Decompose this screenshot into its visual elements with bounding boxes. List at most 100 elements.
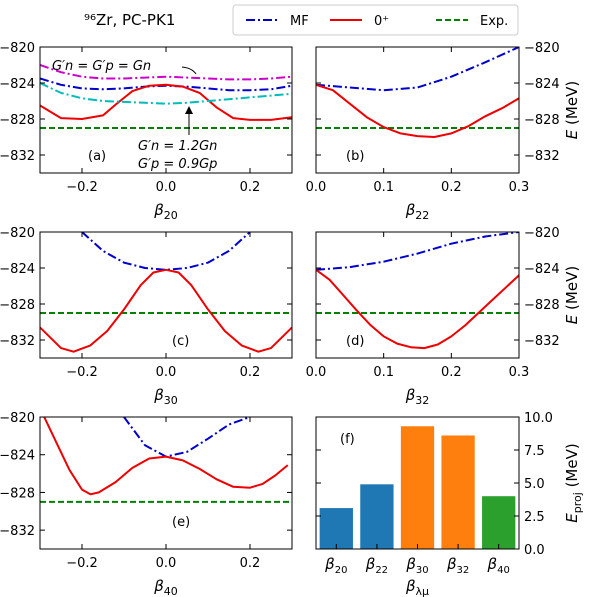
annotation-arrow [181, 66, 197, 75]
panel-label: (c) [172, 334, 189, 349]
legend-label-0: MF [290, 14, 309, 29]
axes-frame [315, 46, 520, 174]
x-tick-label: β30 [405, 555, 428, 576]
y-tick-label: −820 [0, 41, 35, 56]
panel-label: (b) [346, 149, 364, 164]
panel-label: (d) [346, 334, 364, 349]
annotation-text: G′n = G′p = Gn [52, 59, 151, 74]
y-tick-label: 7.5 [524, 444, 545, 459]
axes-frame [39, 46, 293, 174]
y-tick-label: −832 [524, 334, 560, 349]
x-tick-label: 0.1 [373, 365, 394, 380]
series-line-1 [40, 83, 292, 121]
y-tick-label: −828 [524, 113, 560, 128]
x-tick-label: 0.2 [240, 180, 261, 195]
y-tick-label: 0.0 [524, 543, 545, 558]
x-axis-label: β32 [405, 386, 430, 407]
bar-β30 [400, 426, 435, 549]
y-tick-label: −820 [524, 41, 560, 56]
x-tick-label: 0.3 [509, 365, 530, 380]
x-tick-label: −0.2 [66, 180, 98, 195]
series-line-1 [43, 417, 289, 496]
legend-label-1: 0⁺ [374, 14, 389, 29]
annotation-text: G′n = 1.2Gn [138, 139, 217, 154]
y-axis-label: E (MeV) [563, 266, 581, 324]
x-tick-label: 0.2 [441, 365, 462, 380]
x-tick-label: β40 [487, 555, 510, 576]
x-tick-label: 0.0 [156, 365, 177, 380]
legend: MF 0⁺ Exp. [232, 4, 519, 36]
x-axis-label: β20 [153, 201, 178, 222]
series-line-0 [81, 232, 251, 271]
y-tick-label: −828 [524, 298, 560, 313]
series-line-1 [316, 268, 519, 350]
x-tick-label: 0.0 [306, 180, 327, 195]
y-tick-label: −832 [0, 149, 35, 164]
y-tick-label: −824 [524, 262, 560, 277]
x-tick-label: β22 [365, 555, 388, 576]
y-tick-label: −824 [0, 77, 35, 92]
series-line-1 [40, 268, 292, 353]
panel-3: 0.0 0.1 0.2 0.3 −820 −824 −828 −832 β32 E (MeV) (d… [306, 226, 581, 407]
y-tick-label: −820 [0, 226, 35, 241]
y-tick-label: −832 [0, 524, 35, 539]
y-axis-label: Eproj (MeV) [563, 443, 584, 522]
x-tick-label: 0.0 [306, 365, 327, 380]
x-tick-label: 0.2 [441, 180, 462, 195]
x-axis-label: β22 [405, 201, 430, 222]
x-axis-label: β30 [153, 386, 178, 407]
x-tick-label: 0.2 [240, 365, 261, 380]
y-tick-label: −820 [0, 411, 35, 426]
plot-area-3 [316, 232, 519, 350]
series-line-0 [316, 47, 519, 92]
series-line-0 [316, 232, 519, 271]
legend-frame [232, 4, 519, 36]
panel-5: β20 β22 β30 β32 β40 0.0 2.5 5.0 7.5 10.0 βλμ Eproj … [315, 411, 584, 597]
x-tick-label: 0.2 [240, 556, 261, 571]
panel-label: (e) [172, 515, 190, 530]
y-tick-label: −824 [0, 262, 35, 277]
y-tick-label: 5.0 [524, 477, 545, 492]
panel-label: (f) [340, 432, 355, 447]
x-axis-label: β40 [153, 577, 178, 597]
y-tick-label: −820 [524, 226, 560, 241]
x-tick-label: 0.0 [156, 180, 177, 195]
y-tick-label: −824 [524, 77, 560, 92]
plot-area-4 [40, 417, 292, 503]
figure-title: ⁹⁶Zr, PC-PK1 [84, 11, 175, 29]
annotation-arrowhead [185, 106, 193, 114]
x-tick-label: 0.0 [156, 556, 177, 571]
series-line-2 [40, 64, 292, 81]
annotation-text: G′p = 0.9Gp [138, 157, 217, 172]
y-tick-label: −828 [0, 113, 35, 128]
series-line-0 [123, 417, 251, 458]
x-tick-label: −0.2 [66, 365, 98, 380]
panel-4: −0.20.00.2−820−824−828−832β40E (MeV)(e) [0, 411, 293, 597]
series-line-1 [316, 83, 519, 138]
axes-frame [39, 416, 293, 550]
y-tick-label: −828 [0, 486, 35, 501]
plot-area-0 [40, 64, 292, 129]
y-tick-label: −832 [524, 149, 560, 164]
bar-β40 [482, 496, 516, 549]
legend-label-2: Exp. [480, 14, 508, 29]
plot-area-2 [40, 232, 292, 353]
panel-2: −0.20.00.2−820−824−828−832β30E (MeV)(c) [0, 226, 293, 407]
axes-frame [315, 231, 520, 359]
x-tick-label: β20 [324, 555, 347, 576]
panel-0: −0.20.00.2−820−824−828−832β20E (MeV)(a)G… [0, 41, 293, 222]
bar-β20 [319, 508, 353, 549]
axes-frame [39, 231, 293, 359]
y-tick-label: −828 [0, 298, 35, 313]
bar-β22 [360, 484, 394, 549]
y-tick-label: 2.5 [524, 510, 545, 525]
bar-β32 [441, 435, 475, 549]
panel-1: 0.0 0.1 0.2 0.3 −820 −824 −828 −832 β22 E (MeV) (b… [306, 41, 581, 222]
x-axis-label: βλμ [405, 577, 429, 597]
x-tick-label: −0.2 [66, 556, 98, 571]
y-axis-label: E (MeV) [563, 81, 581, 139]
x-tick-label: 0.3 [509, 180, 530, 195]
plot-area-1 [316, 47, 519, 138]
x-tick-label: β32 [446, 555, 469, 576]
